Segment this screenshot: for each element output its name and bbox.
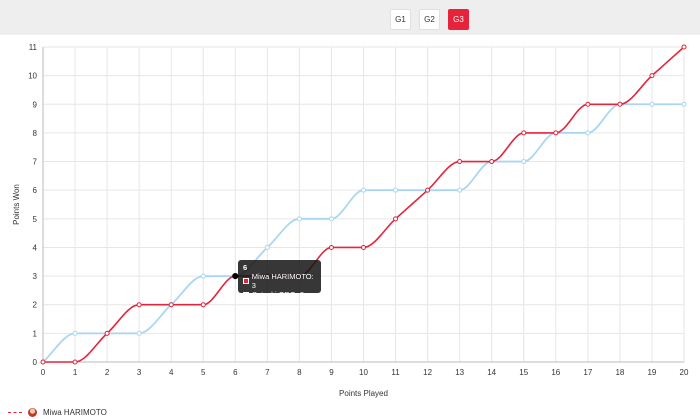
tooltip-swatch-odo (243, 291, 249, 298)
data-point-miwa-harimoto (136, 302, 142, 308)
y-tick-label: 7 (33, 158, 38, 167)
hover-point-marker (232, 272, 239, 280)
data-point-satsuki-odo (361, 187, 366, 193)
x-tick-label: 7 (265, 368, 270, 377)
data-point-miwa-harimoto (681, 44, 687, 50)
tab-g3[interactable]: G3 (448, 9, 469, 30)
y-tick-label: 8 (33, 129, 38, 138)
y-tick-label: 11 (29, 43, 38, 52)
x-tick-label: 17 (583, 368, 592, 377)
data-point-miwa-harimoto (649, 73, 655, 79)
x-tick-label: 4 (169, 368, 174, 377)
data-point-satsuki-odo (136, 330, 142, 336)
y-axis-label: Points Won (12, 184, 21, 225)
y-tick-label: 0 (33, 358, 38, 367)
y-tick-label: 6 (33, 186, 38, 195)
data-point-miwa-harimoto (425, 187, 431, 193)
data-point-satsuki-odo (72, 330, 78, 336)
x-tick-label: 2 (105, 368, 110, 377)
y-tick-label: 2 (33, 301, 38, 310)
x-tick-label: 13 (455, 368, 464, 377)
data-point-satsuki-odo (393, 187, 399, 193)
tooltip-label-odo: Satsuki ODO: 3 (252, 290, 305, 299)
data-point-miwa-harimoto (457, 159, 463, 165)
x-tick-label: 12 (423, 368, 432, 377)
data-point-miwa-harimoto (328, 244, 334, 250)
y-tick-label: 10 (28, 72, 37, 81)
x-tick-label: 8 (297, 368, 302, 377)
tooltip-label-harimoto: Miwa HARIMOTO: 3 (251, 272, 314, 290)
x-tick-label: 14 (487, 368, 496, 377)
data-point-satsuki-odo (457, 187, 463, 193)
x-tick-label: 11 (391, 368, 400, 377)
x-tick-label: 6 (233, 368, 238, 377)
y-tick-label: 5 (33, 215, 38, 224)
x-tick-label: 10 (359, 368, 368, 377)
tooltip-row-odo: Satsuki ODO: 3 (243, 290, 316, 299)
data-point-miwa-harimoto (200, 302, 206, 308)
x-tick-label: 19 (647, 368, 656, 377)
x-tick-label: 0 (41, 368, 46, 377)
x-tick-label: 5 (201, 368, 206, 377)
data-point-miwa-harimoto (617, 101, 623, 107)
data-point-miwa-harimoto (553, 130, 559, 136)
hover-tooltip: 6 Miwa HARIMOTO: 3 Satsuki ODO: 3 (238, 260, 321, 299)
chart-grid (42, 46, 685, 363)
data-point-satsuki-odo (649, 101, 655, 107)
x-tick-label: 16 (551, 368, 560, 377)
y-tick-label: 1 (33, 329, 38, 338)
data-point-satsuki-odo (264, 244, 270, 250)
data-point-satsuki-odo (585, 130, 591, 136)
chart-legend: Miwa HARIMOTO (8, 408, 107, 417)
data-point-miwa-harimoto (72, 359, 78, 365)
data-point-miwa-harimoto (361, 244, 366, 250)
x-tick-label: 18 (615, 368, 624, 377)
legend-line-swatch (8, 412, 22, 413)
data-point-satsuki-odo (521, 159, 527, 165)
y-tick-label: 4 (33, 243, 38, 252)
x-tick-label: 1 (73, 368, 78, 377)
x-tick-label: 15 (519, 368, 528, 377)
data-point-miwa-harimoto (521, 130, 527, 136)
tab-g1[interactable]: G1 (390, 9, 411, 30)
data-point-satsuki-odo (681, 101, 687, 107)
y-tick-label: 9 (33, 100, 38, 109)
x-tick-label: 9 (329, 368, 334, 377)
game-tabs: G1 G2 G3 (390, 9, 469, 30)
data-point-miwa-harimoto (393, 216, 399, 222)
game-selector-bar: G1 G2 G3 (0, 0, 700, 35)
tooltip-title: 6 (243, 263, 248, 272)
data-point-satsuki-odo (296, 216, 302, 222)
data-point-miwa-harimoto (585, 101, 591, 107)
data-point-miwa-harimoto (40, 359, 46, 365)
chart-axes: 0 1 2 3 4 5 6 7 8 9 10 11 12 13 14 15 16 17 18 19 2001234567… (28, 43, 689, 377)
data-point-satsuki-odo (328, 216, 334, 222)
data-point-miwa-harimoto (168, 302, 174, 308)
data-point-miwa-harimoto (104, 330, 110, 336)
x-axis-label: Points Played (339, 389, 388, 398)
tab-g2[interactable]: G2 (419, 9, 440, 30)
legend-entry-harimoto[interactable]: Miwa HARIMOTO (43, 408, 107, 417)
data-point-satsuki-odo (200, 273, 206, 279)
tooltip-row-harimoto: Miwa HARIMOTO: 3 (243, 272, 316, 290)
x-tick-label: 3 (137, 368, 142, 377)
y-tick-label: 3 (33, 272, 38, 281)
x-tick-label: 20 (680, 368, 689, 377)
data-point-miwa-harimoto (489, 159, 495, 165)
tooltip-swatch-harimoto (243, 278, 249, 284)
player-avatar-icon (28, 408, 37, 417)
